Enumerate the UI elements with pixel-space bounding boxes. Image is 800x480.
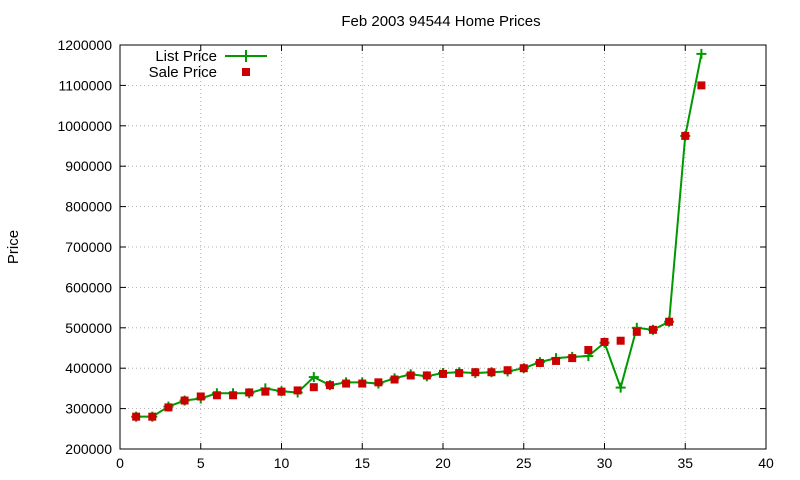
data-point	[696, 48, 707, 59]
data-point	[584, 346, 593, 355]
legend-label-sale-price: Sale Price	[149, 64, 217, 81]
data-point	[277, 387, 286, 396]
data-point	[293, 386, 302, 395]
data-point	[632, 327, 641, 336]
data-point	[697, 81, 706, 90]
series-line-list-price	[136, 53, 703, 418]
data-point	[261, 387, 270, 396]
data-point	[196, 392, 205, 401]
x-tick-label: 25	[516, 455, 532, 471]
legend-marker-list-price	[240, 50, 252, 62]
data-point	[681, 131, 690, 140]
x-tick-label: 20	[435, 455, 451, 471]
data-point	[325, 381, 334, 390]
data-point	[519, 364, 528, 373]
y-tick-label: 900000	[65, 158, 112, 174]
y-tick-label: 400000	[65, 360, 112, 376]
y-tick-label: 1200000	[57, 37, 112, 53]
series-list-price	[131, 48, 707, 422]
data-point	[568, 354, 577, 363]
chart-title: Feb 2003 94544 Home Prices	[341, 13, 540, 30]
x-tick-label: 0	[116, 455, 124, 471]
data-point	[132, 412, 141, 421]
data-point	[374, 378, 383, 387]
data-point	[309, 383, 318, 392]
data-point	[552, 356, 561, 365]
axis-ticks	[119, 44, 767, 450]
legend-label-list-price: List Price	[155, 48, 217, 65]
y-tick-label: 500000	[65, 320, 112, 336]
data-point	[648, 325, 657, 334]
data-point	[308, 372, 319, 383]
y-tick-label: 300000	[65, 401, 112, 417]
y-tick-label: 1000000	[57, 118, 112, 134]
data-point	[615, 382, 626, 393]
data-point	[422, 371, 431, 380]
series	[131, 48, 707, 422]
x-tick-label: 10	[274, 455, 290, 471]
data-point	[212, 391, 221, 400]
x-tick-label: 5	[197, 455, 205, 471]
y-tick-label: 700000	[65, 239, 112, 255]
data-point	[455, 369, 464, 378]
y-tick-label: 800000	[65, 199, 112, 215]
y-tick-label: 200000	[65, 441, 112, 457]
tick-labels: 0 5 10 15 20 25 30 35 40 200000 300000 400000 500000…	[57, 37, 774, 471]
y-tick-label: 1100000	[59, 77, 113, 93]
data-point	[471, 368, 480, 377]
y-tick-label: 600000	[65, 279, 112, 295]
data-point	[148, 412, 157, 421]
y-axis-title: Price	[5, 230, 22, 264]
data-point	[616, 336, 625, 345]
data-point	[406, 371, 415, 380]
x-tick-label: 15	[354, 455, 370, 471]
x-tick-label: 30	[597, 455, 613, 471]
data-point	[487, 368, 496, 377]
data-point	[180, 396, 189, 405]
data-point	[164, 403, 173, 412]
data-point	[535, 358, 544, 367]
data-point	[358, 379, 367, 388]
legend-marker-sale-price	[242, 68, 250, 76]
legend: List Price Sale Price	[149, 48, 267, 81]
x-tick-label: 35	[677, 455, 693, 471]
series-sale-price	[132, 81, 706, 421]
data-point	[390, 375, 399, 384]
data-point	[665, 317, 674, 326]
data-point	[342, 379, 351, 388]
data-point	[600, 337, 609, 346]
x-tick-label: 40	[758, 455, 774, 471]
data-point	[439, 369, 447, 378]
data-point	[229, 391, 238, 400]
data-point	[503, 366, 512, 375]
data-point	[245, 388, 254, 397]
